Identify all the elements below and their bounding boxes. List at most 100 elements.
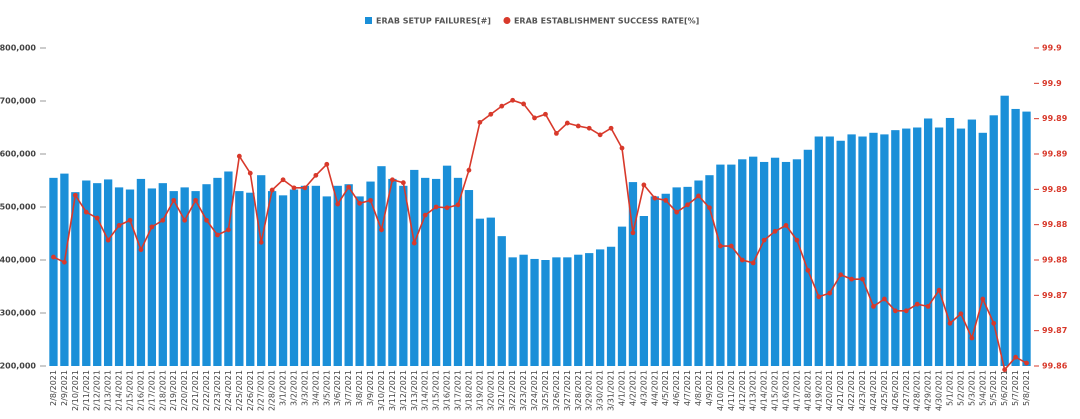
line-point xyxy=(127,217,133,223)
y-tick-label: 700,000 xyxy=(0,97,36,106)
line-point xyxy=(160,217,166,223)
bar xyxy=(60,173,69,366)
x-tick-label: 5/1/2021 xyxy=(946,370,955,406)
line-point xyxy=(652,195,658,201)
x-tick-label: 3/23/2021 xyxy=(519,370,528,411)
x-tick-label: 3/10/2021 xyxy=(377,370,386,411)
x-tick-label: 5/3/2021 xyxy=(967,370,976,406)
line-point xyxy=(794,237,800,243)
bar xyxy=(169,191,178,366)
line-point xyxy=(707,205,712,211)
line-point xyxy=(564,120,570,126)
x-tick-label: 4/15/2021 xyxy=(771,370,780,411)
x-tick-label: 2/27/2021 xyxy=(257,370,266,411)
x-tick-label: 3/27/2021 xyxy=(563,370,572,411)
bar xyxy=(716,164,725,366)
y2-tick-label: 99.88 xyxy=(1042,256,1068,265)
line-point xyxy=(991,320,997,326)
bar xyxy=(355,196,364,366)
line-point xyxy=(280,177,286,183)
bar xyxy=(278,195,288,366)
line-point xyxy=(936,287,942,293)
bar xyxy=(147,188,157,366)
x-tick-label: 3/12/2021 xyxy=(399,370,408,411)
line-point xyxy=(543,111,548,117)
line-point xyxy=(750,260,756,266)
bar xyxy=(552,257,561,366)
x-tick-label: 2/17/2021 xyxy=(147,370,156,411)
bar xyxy=(705,175,714,366)
bar xyxy=(814,136,823,366)
line-point xyxy=(116,223,122,228)
bar xyxy=(136,178,146,366)
line-point xyxy=(630,230,636,236)
x-tick-label: 5/6/2021 xyxy=(1000,370,1009,406)
x-tick-label: 3/11/2021 xyxy=(388,370,397,411)
line-point xyxy=(783,223,789,228)
bar xyxy=(759,161,769,366)
x-tick-label: 2/10/2021 xyxy=(71,370,80,411)
y2-tick-label: 99.87 xyxy=(1042,291,1067,300)
bar xyxy=(431,178,441,366)
bar xyxy=(224,171,233,366)
x-tick-label: 3/20/2021 xyxy=(486,370,495,411)
bar xyxy=(869,132,878,366)
bar xyxy=(825,136,834,366)
line-point xyxy=(258,239,264,245)
y2-tick-label: 99.9 xyxy=(1042,44,1062,53)
line-point xyxy=(455,202,461,208)
x-tick-label: 3/8/2021 xyxy=(355,370,364,406)
line-point xyxy=(226,227,231,233)
line-point xyxy=(411,240,417,246)
line-point xyxy=(422,212,428,218)
x-tick-label: 3/18/2021 xyxy=(464,370,473,411)
line-point xyxy=(510,97,516,103)
y2-tick-label: 99.89 xyxy=(1042,185,1068,194)
x-tick-label: 4/4/2021 xyxy=(650,370,659,406)
x-tick-label: 4/6/2021 xyxy=(672,370,681,406)
line-point xyxy=(597,132,603,138)
bar xyxy=(442,165,452,366)
bar xyxy=(82,180,91,366)
bar xyxy=(770,157,780,366)
x-tick-label: 2/8/2021 xyxy=(49,370,58,406)
x-tick-label: 4/11/2021 xyxy=(727,370,736,411)
line-point xyxy=(171,197,177,203)
bar xyxy=(585,253,594,366)
y2-tick-label: 99.89 xyxy=(1042,114,1068,123)
y2-tick-label: 99.86 xyxy=(1042,362,1068,371)
x-tick-label: 4/19/2021 xyxy=(814,370,823,411)
bar xyxy=(125,189,135,366)
line-point xyxy=(532,115,537,121)
line-point xyxy=(466,167,472,173)
x-tick-label: 3/24/2021 xyxy=(530,370,539,411)
y2-tick-label: 99.87 xyxy=(1042,326,1067,335)
bar xyxy=(661,193,670,366)
bar xyxy=(880,134,889,366)
bar xyxy=(475,218,485,366)
line-point xyxy=(816,294,822,300)
x-tick-label: 4/29/2021 xyxy=(924,370,933,411)
x-tick-label: 4/3/2021 xyxy=(639,370,648,406)
bar xyxy=(246,192,255,366)
bar xyxy=(235,191,244,366)
bar xyxy=(628,182,638,366)
bar xyxy=(803,149,813,366)
line-point xyxy=(586,125,592,131)
x-tick-label: 4/23/2021 xyxy=(858,370,867,411)
bar xyxy=(333,185,342,366)
x-tick-label: 4/30/2021 xyxy=(935,370,944,411)
bar xyxy=(1000,95,1009,366)
x-tick-label: 3/5/2021 xyxy=(322,370,331,406)
x-tick-label: 4/12/2021 xyxy=(738,370,747,411)
x-tick-label: 4/2/2021 xyxy=(628,370,637,406)
bar xyxy=(1011,108,1020,366)
x-tick-label: 3/9/2021 xyxy=(366,370,375,406)
line-point xyxy=(204,217,209,223)
x-tick-label: 4/24/2021 xyxy=(869,370,878,411)
bar xyxy=(114,187,124,366)
x-tick-label: 2/18/2021 xyxy=(158,370,167,411)
line-point xyxy=(444,205,450,211)
bar xyxy=(322,196,331,366)
bar xyxy=(563,257,572,366)
